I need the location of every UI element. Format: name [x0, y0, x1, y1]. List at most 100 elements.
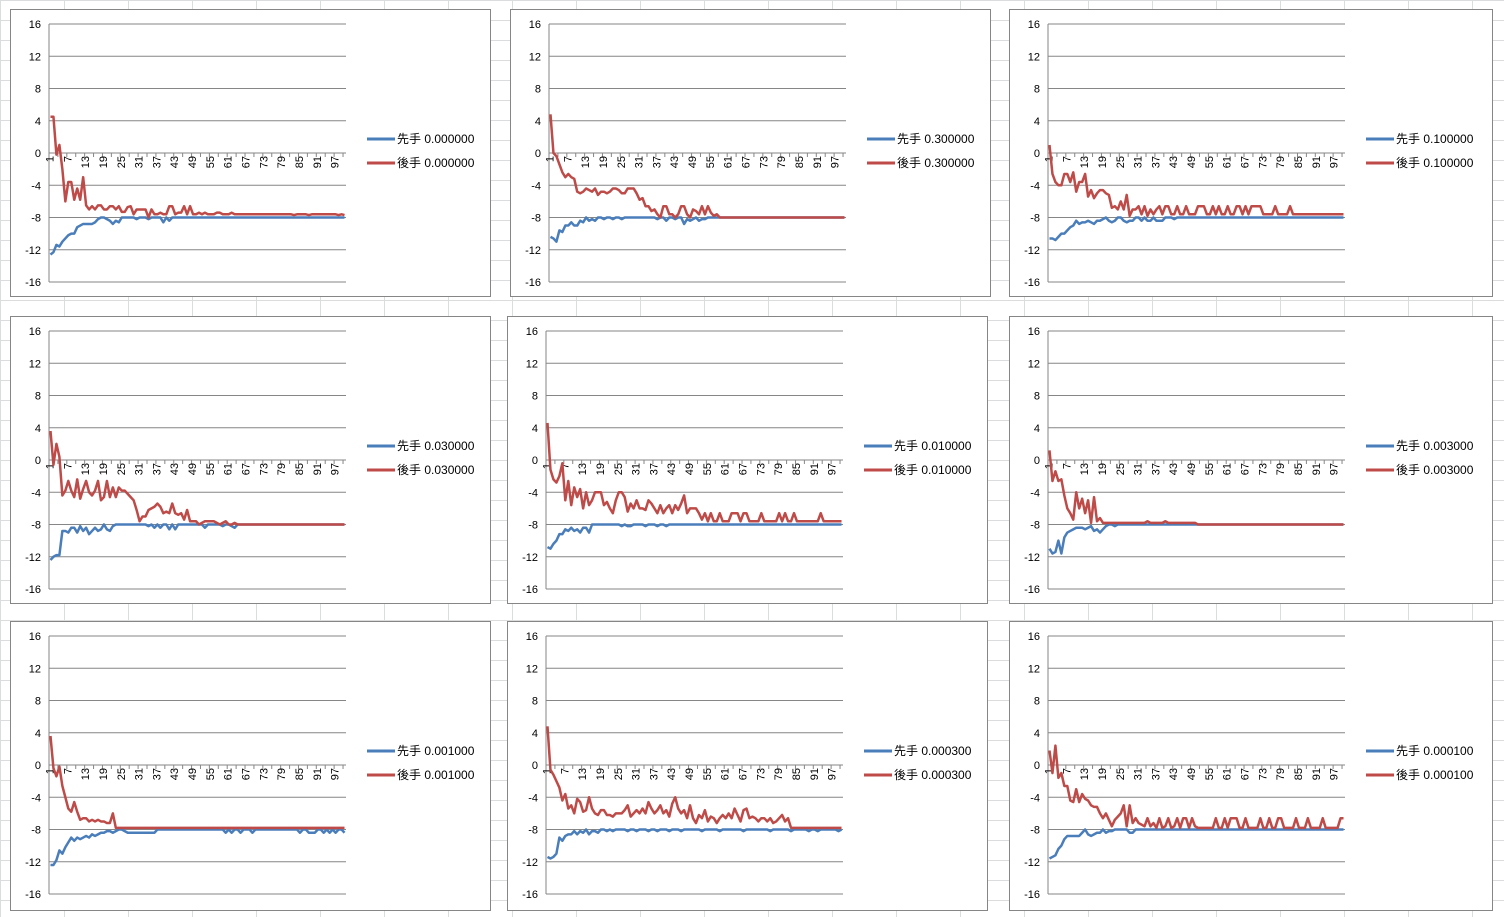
x-tick-label: 85	[791, 768, 803, 780]
series-line-gote	[546, 726, 842, 830]
chart-9[interactable]: 16 12 8 4 0 -4 -8 -12 -16 1 7 13 19 25 31 37 43 49 55 61 67 7…	[1009, 621, 1493, 911]
y-tick-label: 12	[29, 358, 41, 370]
x-tick-label: 97	[1329, 768, 1341, 780]
x-tick-label: 85	[294, 156, 306, 168]
x-tick-label: 73	[1257, 463, 1269, 475]
x-tick-label: 31	[134, 463, 146, 475]
x-tick-label: 73	[258, 156, 270, 168]
y-tick-label: 16	[1028, 19, 1040, 31]
x-tick-label: 79	[276, 463, 288, 475]
chart-svg: 16 12 8 4 0 -4 -8 -12 -16 1 7 13 19 25 31 37 43 49 55 61 67 7…	[1024, 326, 1474, 596]
x-tick-label: 61	[223, 156, 235, 168]
x-tick-label: 31	[1133, 156, 1145, 168]
y-tick-label: 12	[29, 51, 41, 63]
y-tick-label: 0	[532, 455, 538, 467]
x-tick-label: 49	[1186, 768, 1198, 780]
chart-3[interactable]: 16 12 8 4 0 -4 -8 -12 -16 1 7 13 19 25 31 37 43 49 55 61 67 7…	[1009, 9, 1493, 297]
x-tick-label: 97	[330, 156, 342, 168]
x-tick-label: 19	[98, 768, 110, 780]
x-tick-label: 37	[1150, 463, 1162, 475]
x-tick-label: 55	[702, 463, 714, 475]
chart-2[interactable]: 16 12 8 4 0 -4 -8 -12 -16 1 7 13 19 25 31 37 43 49 55 61 67 7…	[510, 9, 991, 297]
y-tick-label: 4	[35, 423, 41, 435]
x-tick-label: 7	[559, 768, 571, 774]
chart-4[interactable]: 16 12 8 4 0 -4 -8 -12 -16 1 7 13 19 25 31 37 43 49 55 61 67 7…	[10, 316, 491, 604]
legend-label: 先手 0.010000	[894, 439, 972, 453]
x-tick-label: 43	[1168, 463, 1180, 475]
y-tick-label: 16	[526, 631, 538, 643]
y-tick-label: 4	[1034, 116, 1040, 128]
x-tick-label: 61	[223, 768, 235, 780]
chart-8[interactable]: 16 12 8 4 0 -4 -8 -12 -16 1 7 13 19 25 31 37 43 49 55 61 67 7…	[507, 621, 988, 911]
x-tick-label: 37	[1150, 768, 1162, 780]
x-tick-label: 85	[1293, 156, 1305, 168]
y-tick-label: 16	[529, 19, 541, 31]
legend-label: 後手 0.100000	[1396, 156, 1474, 170]
y-tick-label: -8	[31, 520, 41, 532]
x-tick-label: 1	[1043, 156, 1055, 162]
y-tick-label: -4	[1030, 487, 1040, 499]
series-line-gote	[1048, 744, 1344, 830]
chart-svg: 16 12 8 4 0 -4 -8 -12 -16 1 7 13 19 25 31 37 43 49 55 61 67 7…	[525, 19, 975, 289]
series-line-gote	[1048, 450, 1344, 526]
legend-label: 先手 0.000000	[397, 132, 475, 146]
legend-label: 先手 0.000100	[1396, 744, 1474, 758]
chart-svg: 16 12 8 4 0 -4 -8 -12 -16 1 7 13 19 25 31 37 43 49 55 61 67 7…	[1024, 631, 1474, 901]
x-tick-label: 13	[1079, 768, 1091, 780]
x-tick-label: 73	[758, 156, 770, 168]
x-tick-label: 91	[312, 463, 324, 475]
series-line-sente	[546, 523, 842, 550]
x-tick-label: 25	[116, 156, 128, 168]
x-tick-label: 91	[1311, 463, 1323, 475]
x-tick-label: 97	[1329, 156, 1341, 168]
x-tick-label: 91	[809, 463, 821, 475]
x-tick-label: 97	[827, 463, 839, 475]
x-tick-label: 73	[1257, 768, 1269, 780]
y-tick-label: 0	[35, 455, 41, 467]
x-tick-label: 43	[1168, 156, 1180, 168]
y-tick-label: 8	[1034, 391, 1040, 403]
chart-1[interactable]: 16 12 8 4 0 -4 -8 -12 -16 1 7 13 19 25 31 37 43 49 55 61 67 7…	[10, 9, 491, 297]
y-tick-label: 4	[535, 116, 541, 128]
x-tick-label: 61	[720, 768, 732, 780]
x-tick-label: 61	[720, 463, 732, 475]
y-tick-label: -16	[522, 584, 538, 596]
chart-5[interactable]: 16 12 8 4 0 -4 -8 -12 -16 1 7 13 19 25 31 37 43 49 55 61 67 7…	[507, 316, 988, 604]
x-tick-label: 43	[666, 463, 678, 475]
x-tick-label: 25	[613, 463, 625, 475]
x-tick-label: 79	[1275, 463, 1287, 475]
y-tick-label: 16	[29, 326, 41, 338]
x-tick-label: 91	[312, 768, 324, 780]
x-tick-label: 97	[1329, 463, 1341, 475]
x-tick-label: 85	[294, 768, 306, 780]
y-tick-label: -12	[25, 245, 41, 257]
x-tick-label: 79	[1275, 156, 1287, 168]
x-tick-label: 97	[330, 463, 342, 475]
y-tick-label: 0	[1034, 148, 1040, 160]
x-tick-label: 13	[80, 463, 92, 475]
chart-svg: 16 12 8 4 0 -4 -8 -12 -16 1 7 13 19 25 31 37 43 49 55 61 67 7…	[522, 326, 972, 596]
y-tick-label: 16	[1028, 631, 1040, 643]
x-tick-label: 67	[241, 463, 253, 475]
x-tick-label: 1	[44, 768, 56, 774]
y-tick-label: 8	[532, 391, 538, 403]
chart-7[interactable]: 16 12 8 4 0 -4 -8 -12 -16 1 7 13 19 25 31 37 43 49 55 61 67 7…	[10, 621, 491, 911]
x-tick-label: 73	[258, 768, 270, 780]
legend-label: 先手 0.030000	[397, 439, 475, 453]
y-tick-label: -16	[25, 889, 41, 901]
x-tick-label: 67	[1240, 768, 1252, 780]
y-tick-label: 16	[1028, 326, 1040, 338]
y-tick-label: 8	[35, 696, 41, 708]
y-tick-label: 8	[1034, 696, 1040, 708]
x-tick-label: 61	[223, 463, 235, 475]
y-tick-label: 4	[532, 728, 538, 740]
x-tick-label: 49	[187, 768, 199, 780]
x-tick-label: 13	[577, 768, 589, 780]
x-tick-label: 79	[276, 768, 288, 780]
x-tick-label: 49	[687, 156, 699, 168]
x-tick-label: 91	[312, 156, 324, 168]
chart-6[interactable]: 16 12 8 4 0 -4 -8 -12 -16 1 7 13 19 25 31 37 43 49 55 61 67 7…	[1009, 316, 1493, 604]
x-tick-label: 1	[541, 768, 553, 774]
x-tick-label: 79	[776, 156, 788, 168]
